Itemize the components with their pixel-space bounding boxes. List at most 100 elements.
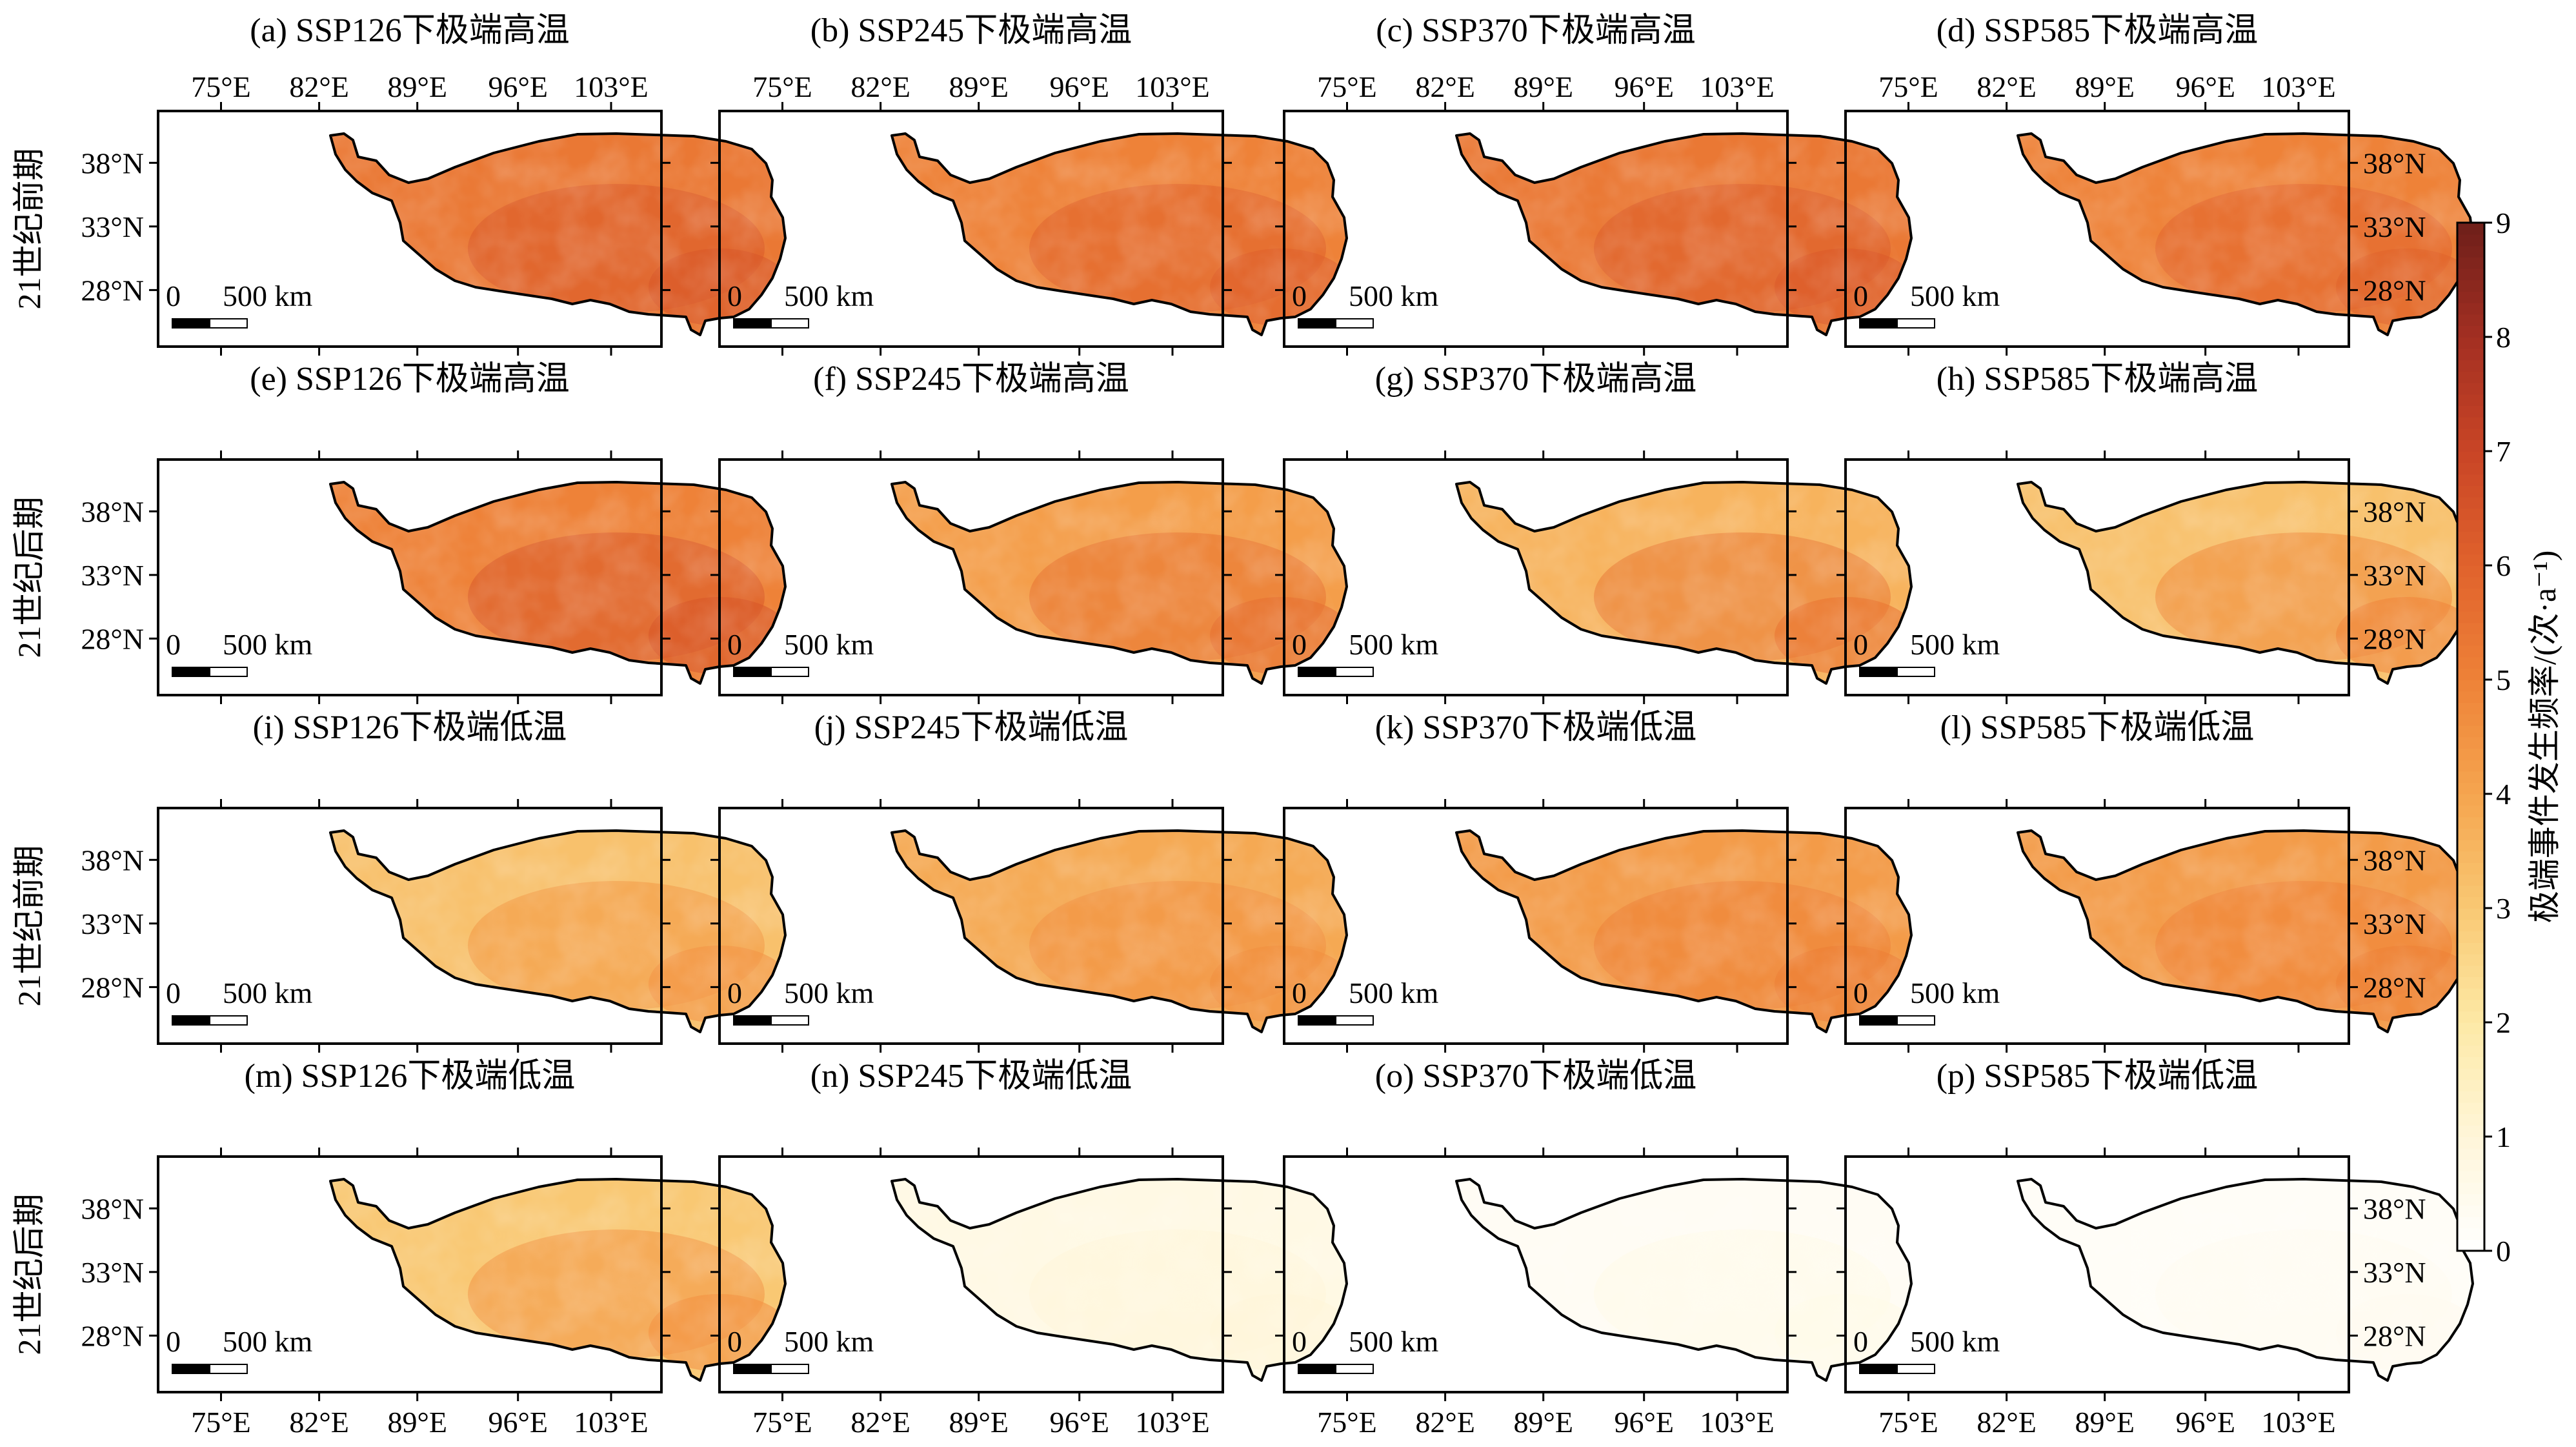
colorbar-segment <box>2457 600 2484 612</box>
map-frame <box>718 1155 1224 1393</box>
panel-title: (e) SSP126下极端高温 <box>250 361 569 398</box>
x-tick-label: 89°E <box>387 1406 447 1439</box>
colorbar-segment <box>2457 1102 2484 1115</box>
x-tick-label: 82°E <box>289 70 348 103</box>
y-tick-label: 38°N <box>2363 1192 2426 1225</box>
x-tick-label: 96°E <box>488 1406 548 1439</box>
scale-bar-label: 500 km <box>223 628 313 661</box>
x-tick-label: 96°E <box>488 70 548 103</box>
colorbar-segment <box>2457 622 2484 634</box>
colorbar-tick-label: 1 <box>2496 1120 2511 1153</box>
scale-bar-segment <box>1897 667 1935 677</box>
scale-bar-label: 500 km <box>1349 976 1439 1009</box>
colorbar-segment <box>2457 931 2484 943</box>
colorbar-segment <box>2457 234 2484 247</box>
spatial-variation <box>892 1179 1347 1381</box>
colorbar-segment <box>2457 1079 2484 1091</box>
map-frame <box>1283 110 1789 348</box>
colorbar-segment <box>2457 279 2484 292</box>
x-tick-label: 96°E <box>1614 70 1674 103</box>
colorbar-segment <box>2457 736 2484 749</box>
map-frame <box>157 458 663 696</box>
map-panel: (c) SSP370下极端高温 75°E 82°E 89°E 96°E 103°E 0 500… <box>1275 12 1913 356</box>
scale-bar: 0 500 km <box>727 279 874 329</box>
y-tick-label: 38°N <box>2363 844 2426 876</box>
colorbar-tick-label: 2 <box>2496 1006 2511 1039</box>
scale-bar-segment <box>1298 1364 1336 1374</box>
panel-title: (d) SSP585下极端高温 <box>1937 12 2258 49</box>
colorbar-segment <box>2457 302 2484 315</box>
row-label: 21世纪前期 <box>11 845 47 1007</box>
map-frame <box>718 110 1224 348</box>
colorbar-segment <box>2457 782 2484 794</box>
colorbar: 0 1 2 3 4 5 6 7 8 9 极端事件发生频率/(次·a⁻¹) <box>2456 207 2562 1268</box>
panel-title: (n) SSP245下极端低温 <box>810 1058 1132 1095</box>
x-tick-label: 96°E <box>1049 1406 1109 1439</box>
colorbar-segment <box>2457 348 2484 361</box>
plateau-map <box>891 1178 1348 1382</box>
colorbar-segment <box>2457 405 2484 418</box>
panel-grid: (a) SSP126下极端高温 75°E 82°E 89°E 96°E 103°E 38°N… <box>81 12 2474 1439</box>
plateau-map <box>891 481 1348 685</box>
map-panel: (o) SSP370下极端低温 75°E 82°E 89°E 96°E 103°E 0 500… <box>1275 1058 1913 1439</box>
scale-bar: 0 500 km <box>727 628 874 677</box>
map-panel: (h) SSP585下极端高温 38°N 33°N 28°N 0 500 km <box>1836 361 2474 704</box>
x-tick-label: 82°E <box>289 1406 348 1439</box>
scale-bar-segment <box>733 318 772 329</box>
colorbar-segment <box>2457 485 2484 498</box>
colorbar-segment <box>2457 1113 2484 1126</box>
scale-bar-zero: 0 <box>727 279 742 312</box>
scale-bar-segment <box>209 318 248 329</box>
map-panel: (k) SSP370下极端低温 0 500 km <box>1275 709 1913 1053</box>
x-tick-label: 96°E <box>2175 1406 2235 1439</box>
scale-bar-segment <box>1859 1364 1898 1374</box>
y-tick-label: 38°N <box>2363 147 2426 179</box>
scale-bar: 0 500 km <box>727 976 874 1026</box>
x-tick-label: 75°E <box>1878 1406 1938 1439</box>
colorbar-segment <box>2457 1045 2484 1057</box>
x-tick-label: 82°E <box>850 1406 911 1439</box>
y-tick-label: 28°N <box>81 274 144 307</box>
x-tick-label: 82°E <box>1415 70 1475 103</box>
scale-bar-zero: 0 <box>1853 628 1868 661</box>
scale-bar-label: 500 km <box>1349 628 1439 661</box>
x-tick-label: 103°E <box>1700 70 1775 103</box>
colorbar-segment <box>2457 382 2484 395</box>
scale-bar-segment <box>1897 1015 1935 1026</box>
colorbar-segment <box>2457 816 2484 829</box>
x-tick-label: 75°E <box>1317 1406 1377 1439</box>
scale-bar-segment <box>1298 667 1336 677</box>
scale-bar-label: 500 km <box>223 1325 313 1358</box>
panel-title: (p) SSP585下极端低温 <box>1937 1058 2258 1095</box>
map-panel: (n) SSP245下极端低温 75°E 82°E 89°E 96°E 103°E 0 500… <box>710 1058 1348 1439</box>
colorbar-segment <box>2457 1239 2484 1251</box>
scale-bar-segment <box>209 1015 248 1026</box>
map-panel: (i) SSP126下极端低温 38°N 33°N 28°N 0 500 km <box>81 709 787 1053</box>
map-frame <box>1844 807 2350 1045</box>
x-tick-label: 89°E <box>949 1406 1009 1439</box>
colorbar-segment <box>2457 1148 2484 1160</box>
colorbar-segment <box>2457 668 2484 680</box>
scale-bar: 0 500 km <box>1853 976 2000 1026</box>
map-frame <box>1283 807 1789 1045</box>
x-tick-label: 103°E <box>2261 1406 2336 1439</box>
colorbar-segment <box>2457 873 2484 886</box>
scale-bar-zero: 0 <box>1853 1325 1868 1358</box>
scale-bar-label: 500 km <box>223 279 313 312</box>
panel-title: (a) SSP126下极端高温 <box>250 12 569 49</box>
map-frame <box>1844 1155 2350 1393</box>
scale-bar-zero: 0 <box>166 976 181 1009</box>
colorbar-segment <box>2457 1171 2484 1183</box>
x-tick-label: 96°E <box>1049 70 1109 103</box>
colorbar-segment <box>2457 565 2484 578</box>
scale-bar-label: 500 km <box>784 628 874 661</box>
colorbar-segment <box>2457 1033 2484 1046</box>
scale-bar-zero: 0 <box>727 976 742 1009</box>
y-tick-label: 38°N <box>81 844 144 876</box>
scale-bar-segment <box>1298 1015 1336 1026</box>
scale-bar: 0 500 km <box>166 628 313 677</box>
colorbar-segment <box>2457 953 2484 966</box>
x-tick-label: 82°E <box>850 70 911 103</box>
colorbar-segment <box>2457 474 2484 486</box>
colorbar-tick-label: 0 <box>2496 1235 2511 1268</box>
